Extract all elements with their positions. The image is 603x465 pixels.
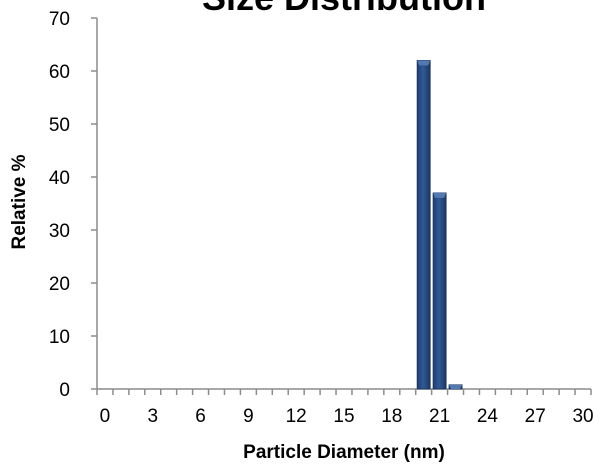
y-tick-label: 40 [49, 168, 70, 189]
y-tick-label: 10 [49, 327, 70, 348]
bar-21 [432, 192, 447, 390]
bar-20 [416, 60, 431, 390]
x-tick-label: 6 [195, 406, 206, 427]
x-tick-label: 18 [381, 406, 402, 427]
y-axis-title: Relative % [9, 154, 30, 249]
y-tick-label: 60 [49, 62, 70, 83]
y-tick-label: 50 [49, 115, 70, 136]
x-tick-label: 24 [477, 406, 499, 427]
bar [416, 60, 431, 390]
bar-bevel [433, 192, 447, 198]
bar-22 [448, 384, 463, 390]
bar-series [416, 60, 463, 390]
bar [432, 192, 447, 390]
x-tick-label: 21 [429, 406, 450, 427]
y-tick-label: 20 [49, 274, 70, 295]
bar-bevel [449, 384, 463, 389]
x-tick-label: 12 [286, 406, 307, 427]
x-tick-label: 15 [333, 406, 354, 427]
x-tick-label: 0 [100, 406, 111, 427]
x-tick-label: 9 [243, 406, 254, 427]
chart-title: Size Distribution [202, 0, 486, 18]
y-axis-ticks: 0 10 20 30 40 50 60 70 [49, 9, 97, 401]
x-tick-label: 3 [147, 406, 158, 427]
y-tick-label: 0 [59, 380, 70, 401]
y-tick-label: 30 [49, 221, 70, 242]
x-tick-label: 27 [525, 406, 546, 427]
bar-bevel [417, 60, 431, 66]
y-tick-label: 70 [49, 9, 70, 30]
x-axis-title: Particle Diameter (nm) [243, 442, 445, 463]
x-tick-label: 30 [572, 406, 593, 427]
x-axis-ticks: 0 3 6 9 12 15 18 21 24 27 30 [96, 389, 594, 427]
